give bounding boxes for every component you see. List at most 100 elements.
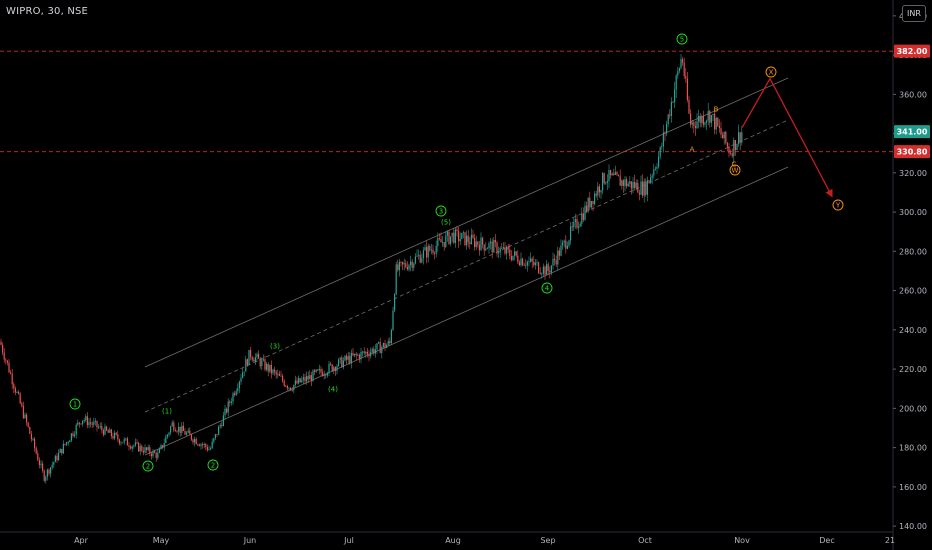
candle-body: [269, 364, 271, 372]
candle-body: [653, 169, 655, 176]
candle-body: [8, 362, 10, 373]
candle-body: [706, 120, 708, 123]
candle-body: [98, 427, 100, 428]
candle-body: [141, 446, 143, 451]
candle-body: [106, 426, 108, 431]
candle-body: [299, 378, 301, 383]
y-tick-label: 160.00: [899, 483, 927, 492]
candle-body: [483, 244, 485, 251]
candle-body: [645, 181, 647, 195]
candle-body: [69, 440, 71, 443]
candle-body: [725, 131, 727, 143]
candle-body: [589, 197, 591, 208]
candle-body: [314, 370, 316, 372]
candle-body: [702, 116, 704, 125]
wave-label-circle: [541, 282, 553, 294]
candle-body: [216, 434, 218, 435]
candle-body: [261, 360, 263, 367]
candle-body: [669, 114, 671, 116]
candle-body: [480, 237, 482, 251]
wave-label: W: [732, 167, 739, 175]
candle-body: [352, 352, 354, 356]
candle-body: [123, 439, 125, 443]
candle-body: [309, 375, 311, 380]
candle-body: [205, 444, 207, 448]
candle-body: [579, 223, 581, 227]
candle-body: [67, 442, 69, 443]
price-tag: [894, 125, 930, 139]
candle-body: [547, 264, 549, 271]
candle-body: [560, 245, 562, 256]
candle-body: [339, 357, 341, 360]
candle-body: [371, 348, 373, 352]
candle-body: [283, 380, 285, 386]
candle-body: [21, 403, 23, 406]
candle-body: [600, 190, 602, 193]
candle-body: [573, 221, 575, 228]
x-tick-label: Oct: [638, 536, 652, 545]
candle-body: [334, 367, 336, 371]
candle-body: [325, 374, 327, 376]
candle-body: [142, 450, 144, 453]
candle-body: [370, 351, 372, 357]
candle-body: [333, 367, 335, 372]
candle-body: [42, 463, 44, 471]
candle-body: [14, 388, 16, 393]
candle-body: [448, 231, 450, 244]
candle-body: [210, 448, 212, 450]
candle-body: [646, 180, 648, 195]
wave-label: A: [690, 146, 695, 154]
candle-body: [232, 393, 234, 402]
candle-body: [504, 247, 506, 254]
candle-body: [517, 255, 519, 263]
candle-body: [296, 380, 298, 384]
candle-body: [526, 261, 528, 266]
candle-body: [622, 180, 624, 186]
candle-body: [131, 446, 133, 449]
candle-body: [101, 426, 103, 430]
candle-body: [83, 420, 85, 421]
x-tick-label: Sep: [540, 536, 555, 545]
candle-body: [562, 242, 564, 246]
candle-body: [72, 433, 74, 436]
candle-body: [262, 359, 264, 361]
candle-body: [318, 368, 320, 371]
candle-body: [477, 241, 479, 245]
candle-body: [245, 359, 247, 372]
x-tick-label: May: [153, 536, 170, 545]
candle-body: [485, 248, 487, 251]
candle-body: [394, 294, 396, 311]
candle-body: [94, 420, 96, 423]
candle-body: [274, 369, 276, 372]
candle-body: [381, 347, 383, 354]
candle-body: [170, 426, 172, 433]
candle-body: [626, 179, 628, 187]
x-tick-label: Nov: [734, 536, 750, 545]
candle-body: [510, 255, 512, 260]
candle-body: [338, 359, 340, 367]
candle-body: [350, 352, 352, 364]
candle-body: [58, 452, 60, 461]
candle-body: [243, 371, 245, 373]
candle-body: [109, 429, 111, 433]
candle-body: [310, 375, 312, 382]
candle-body: [710, 115, 712, 123]
currency-badge[interactable]: INR: [902, 5, 926, 22]
candle-body: [56, 455, 58, 461]
candle-body: [456, 229, 458, 231]
wave-label-circle: [765, 66, 777, 78]
candle-body: [571, 226, 573, 228]
candle-body: [66, 442, 68, 445]
candle-body: [160, 445, 162, 449]
candle-body: [419, 254, 421, 263]
candle-body: [386, 345, 388, 348]
candle-body: [51, 464, 53, 468]
candle-body: [290, 387, 292, 391]
candle-body: [499, 247, 501, 253]
candle-body: [238, 381, 240, 389]
candle-body: [594, 193, 596, 204]
candle-body: [491, 241, 493, 253]
price-tag-label: 341.00: [897, 128, 928, 137]
